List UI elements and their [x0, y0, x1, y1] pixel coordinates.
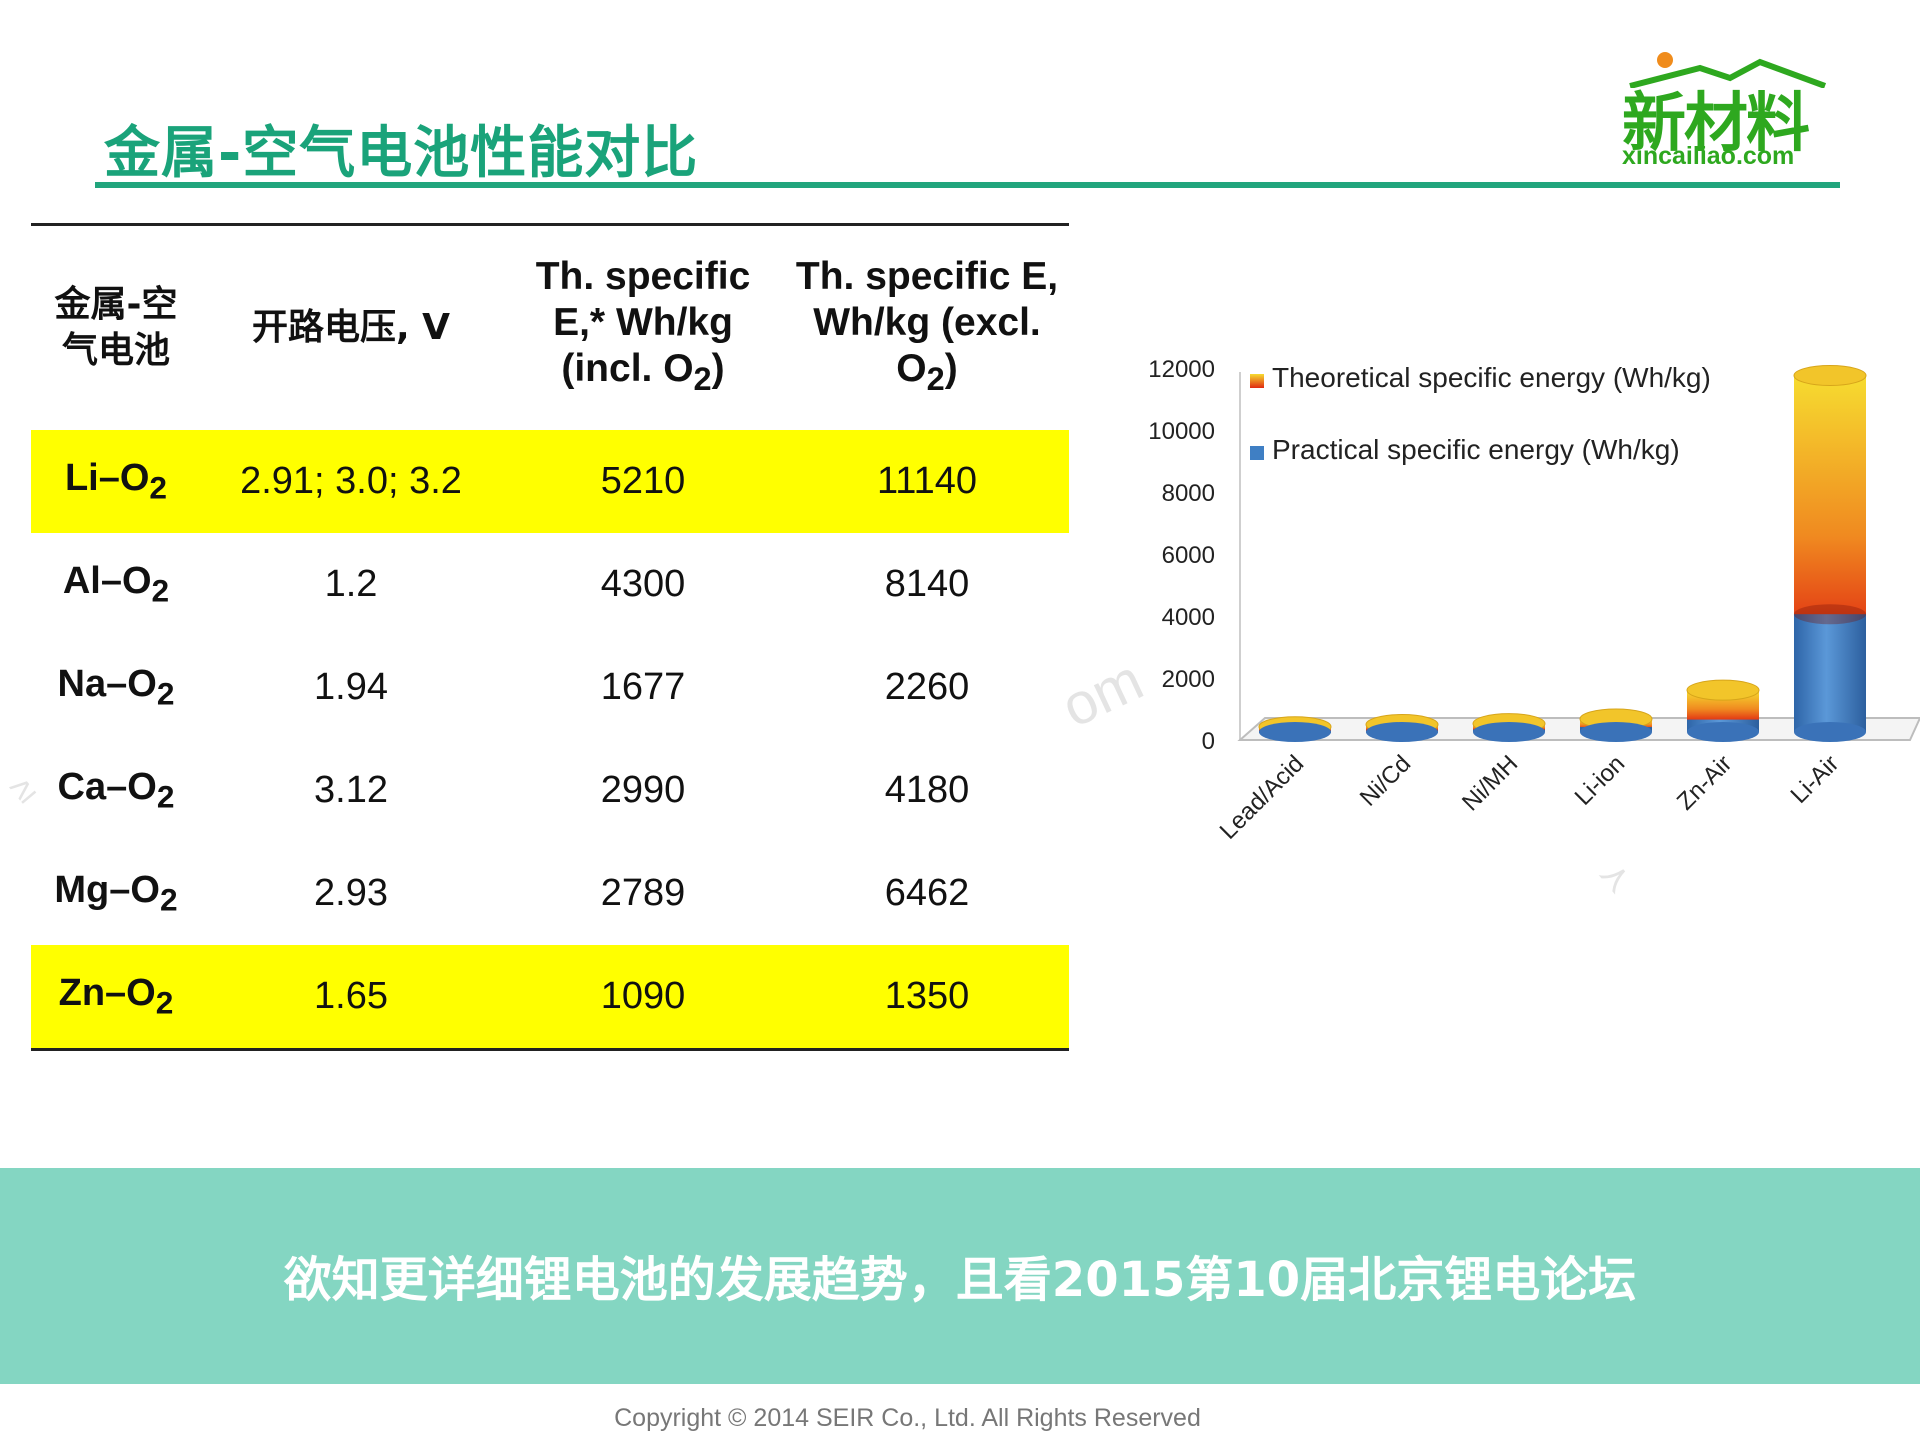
y-tick-label: 12000 — [1148, 356, 1215, 383]
bar-practical — [1687, 719, 1759, 742]
cell-metal: Zn–O2 — [31, 945, 201, 1051]
performance-table: 金属-空 气电池 开路电压, V Th. specific E,* Wh/kg … — [31, 223, 1069, 1051]
x-tick-label: Lead/Acid — [1215, 750, 1310, 845]
cell-energy-incl: 2990 — [600, 769, 686, 811]
cell-energy-excl: 8140 — [884, 563, 970, 605]
table-row: Al–O2 1.2 4300 8140 — [31, 533, 1069, 636]
cell-energy-excl: 11140 — [785, 430, 1069, 533]
legend-swatch — [1250, 374, 1264, 388]
y-axis: 0 2000 4000 6000 8000 10000 12000 — [1148, 356, 1215, 755]
promo-banner: 欲知更详细锂电池的发展趋势，且看2015第10届北京锂电论坛 — [0, 1168, 1920, 1384]
logo-url: xincailiao.com — [1622, 142, 1795, 170]
chart-legend: Theoretical specific energy (Wh/kg) Pract… — [1250, 362, 1711, 465]
table-row: Zn–O2 1.65 1090 1350 — [31, 945, 1069, 1051]
table-row: Li–O2 2.91; 3.0; 3.2 5210 11140 — [31, 430, 1069, 533]
bar-practical-body — [1794, 614, 1866, 732]
bar-practical-base — [1580, 722, 1652, 742]
bar-practical — [1580, 722, 1652, 742]
cell-energy-excl: 4180 — [884, 769, 970, 811]
bar-theoretical-top — [1793, 365, 1867, 386]
energy-bar-chart: 0 2000 4000 6000 8000 10000 12000 Lead/Acid Ni/… — [1148, 356, 1920, 845]
y-tick-label: 8000 — [1162, 480, 1215, 507]
cell-voltage: 1.94 — [314, 666, 388, 708]
cell-metal: Mg–O2 — [54, 868, 178, 918]
cell-metal: Ca–O2 — [57, 765, 175, 815]
copyright-footer: Copyright © 2014 SEIR Co., Ltd. All Righ… — [614, 1404, 1201, 1432]
banner-text: 欲知更详细锂电池的发展趋势，且看2015第10届北京锂电论坛 — [283, 1252, 1637, 1308]
cell-metal: Na–O2 — [57, 662, 175, 712]
slide-title: 金属-空气电池性能对比 — [104, 121, 699, 186]
x-tick-label: Ni/MH — [1457, 750, 1523, 816]
title-divider — [95, 182, 1840, 188]
x-axis: Lead/Acid Ni/Cd Ni/MH Li-ion Zn-Air Li-Air — [1215, 750, 1845, 845]
logo-wordmark: 新材料 — [1622, 87, 1810, 161]
cell-metal: Li–O2 — [31, 430, 201, 533]
bar-practical-base — [1794, 722, 1866, 742]
col-header-voltage: 开路电压, V — [201, 223, 501, 430]
cell-energy-excl: 1350 — [785, 945, 1069, 1051]
table-row: Ca–O2 3.12 2990 4180 — [31, 739, 1069, 842]
y-tick-label: 2000 — [1162, 666, 1215, 693]
cell-energy-incl: 1090 — [501, 945, 785, 1051]
bar-practical-base — [1687, 722, 1759, 742]
brand-logo: 新材料 xincailiao.com — [1610, 38, 1850, 170]
x-tick-label: Zn-Air — [1672, 750, 1737, 815]
cell-energy-incl: 4300 — [600, 563, 686, 605]
y-tick-label: 0 — [1202, 728, 1215, 755]
y-tick-label: 10000 — [1148, 418, 1215, 445]
col-header-energy-excl: Th. specific E, Wh/kg (excl. O2) — [785, 223, 1069, 430]
cell-energy-excl: 2260 — [884, 666, 970, 708]
table-header-row: 金属-空 气电池 开路电压, V Th. specific E,* Wh/kg … — [31, 223, 1069, 430]
legend-label: Practical specific energy (Wh/kg) — [1272, 434, 1680, 465]
cell-voltage: 3.12 — [314, 769, 388, 811]
house-roof-icon — [1629, 52, 1827, 88]
y-tick-label: 6000 — [1162, 542, 1215, 569]
table-row: Mg–O2 2.93 2789 6462 — [31, 842, 1069, 945]
x-tick-label: Ni/Cd — [1355, 750, 1417, 812]
cell-energy-incl: 2789 — [600, 872, 686, 914]
cell-energy-incl: 1677 — [600, 666, 686, 708]
bar-practical — [1366, 722, 1438, 742]
cell-metal: Al–O2 — [62, 559, 170, 609]
cell-voltage: 1.2 — [324, 563, 378, 605]
cell-energy-incl: 5210 — [501, 430, 785, 533]
bar-theoretical-top — [1686, 679, 1760, 701]
y-tick-label: 4000 — [1162, 604, 1215, 631]
col-header-energy-incl: Th. specific E,* Wh/kg (incl. O2) — [501, 223, 785, 430]
chart-bars — [1258, 365, 1867, 742]
bar-practical — [1794, 604, 1866, 742]
cell-voltage: 2.91; 3.0; 3.2 — [201, 430, 501, 533]
cell-voltage: 2.93 — [314, 872, 388, 914]
x-tick-label: Li-ion — [1570, 750, 1631, 811]
bar-practical-base — [1473, 722, 1545, 742]
bar-practical-base — [1259, 722, 1331, 742]
bar-practical-base — [1366, 722, 1438, 742]
cell-energy-excl: 6462 — [884, 872, 970, 914]
table-row: Na–O2 1.94 1677 2260 — [31, 636, 1069, 739]
bar-practical — [1259, 722, 1331, 742]
legend-label: Theoretical specific energy (Wh/kg) — [1272, 362, 1711, 393]
x-tick-label: Li-Air — [1786, 750, 1845, 809]
cell-voltage: 1.65 — [201, 945, 501, 1051]
legend-swatch — [1250, 446, 1264, 460]
col-header-battery: 金属-空 气电池 — [31, 223, 201, 430]
bar-practical-top — [1794, 604, 1866, 625]
bar-practical — [1473, 722, 1545, 742]
